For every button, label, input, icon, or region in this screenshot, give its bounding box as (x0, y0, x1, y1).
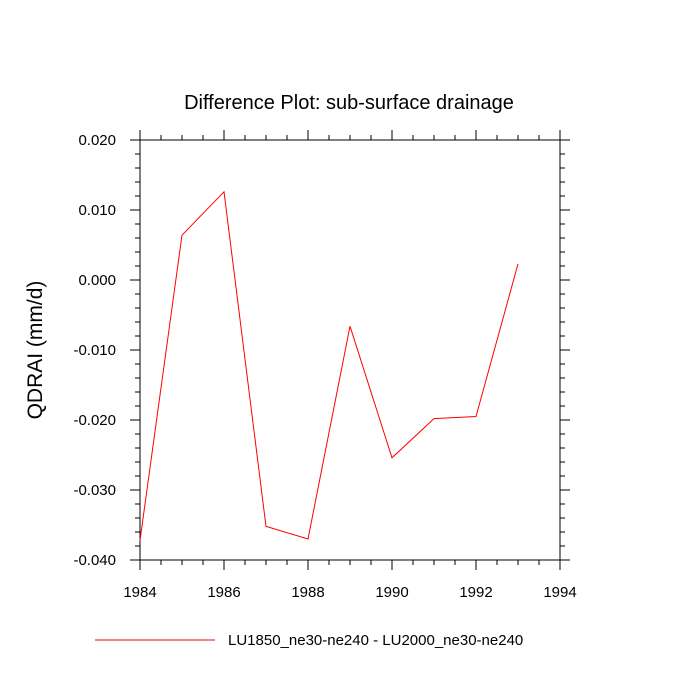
y-tick-label: 0.000 (78, 272, 116, 289)
axis-tick-labels: 1984 1986 1988 1990 1992 1994 0.020 0.010 0.000 -… (73, 132, 576, 601)
plot-frame (139, 139, 561, 561)
x-tick-label: 1984 (123, 584, 156, 601)
y-axis-label: QDRAI (mm/d) (24, 281, 47, 420)
legend: LU1850_ne30-ne240 - LU2000_ne30-ne240 (95, 632, 523, 649)
x-tick-label: 1988 (291, 584, 324, 601)
x-tick-label: 1992 (459, 584, 492, 601)
axis-ticks (130, 130, 570, 570)
y-tick-label: -0.020 (73, 412, 116, 429)
series-line (139, 190, 519, 541)
legend-label: LU1850_ne30-ne240 - LU2000_ne30-ne240 (228, 632, 523, 649)
y-tick-label: -0.040 (73, 552, 116, 569)
x-tick-label: 1990 (375, 584, 408, 601)
y-tick-label: 0.020 (78, 132, 116, 149)
x-tick-label: 1986 (207, 584, 240, 601)
x-tick-label: 1994 (543, 584, 576, 601)
y-tick-label: -0.010 (73, 342, 116, 359)
series-layer (139, 190, 519, 541)
y-tick-label: -0.030 (73, 482, 116, 499)
chart-title: Difference Plot: sub-surface drainage (184, 92, 514, 114)
y-tick-label: 0.010 (78, 202, 116, 219)
